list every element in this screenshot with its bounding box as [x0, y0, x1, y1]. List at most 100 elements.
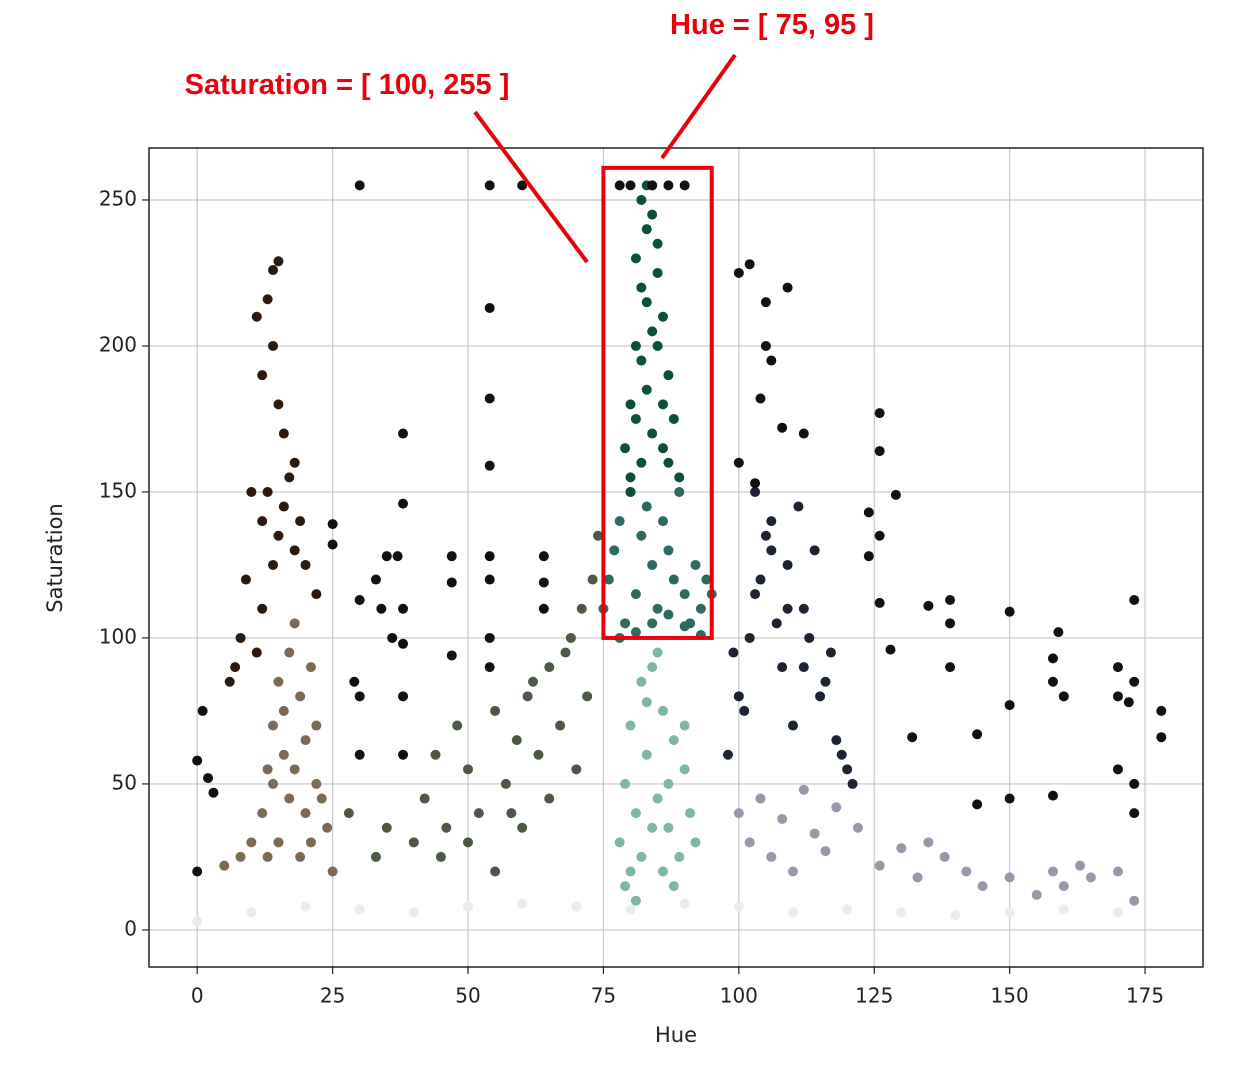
point [668, 881, 679, 892]
point [278, 501, 289, 512]
point [197, 705, 208, 716]
point [370, 851, 381, 862]
point [1004, 872, 1015, 883]
point [609, 545, 620, 556]
point [327, 539, 338, 550]
point [473, 808, 484, 819]
point [517, 898, 528, 909]
point [674, 851, 685, 862]
point [192, 866, 203, 877]
point [641, 297, 652, 308]
x-tick-label: 125 [855, 984, 893, 1008]
point [647, 662, 658, 673]
point [463, 901, 474, 912]
point [506, 808, 517, 819]
points [192, 180, 1167, 927]
point [923, 837, 934, 848]
point [230, 662, 241, 673]
point [793, 501, 804, 512]
point [430, 749, 441, 760]
point [804, 632, 815, 643]
point [463, 764, 474, 775]
point [300, 559, 311, 570]
point [728, 647, 739, 658]
point [885, 644, 896, 655]
point [815, 691, 826, 702]
point [630, 895, 641, 906]
point [278, 428, 289, 439]
point [322, 822, 333, 833]
point [1047, 790, 1058, 801]
point [246, 486, 257, 497]
point [1129, 676, 1140, 687]
point [273, 256, 284, 267]
point [809, 545, 820, 556]
point [398, 691, 409, 702]
point [641, 501, 652, 512]
point [192, 755, 203, 766]
point [636, 676, 647, 687]
point [760, 297, 771, 308]
point [1156, 705, 1167, 716]
point [679, 589, 690, 600]
point [446, 650, 457, 661]
point [560, 647, 571, 658]
point [945, 618, 956, 629]
point [305, 837, 316, 848]
point [663, 822, 674, 833]
point [582, 691, 593, 702]
point [798, 662, 809, 673]
point [408, 837, 419, 848]
point [490, 866, 501, 877]
point [528, 676, 539, 687]
point [484, 180, 495, 191]
plot-frame [148, 147, 1204, 968]
point [733, 691, 744, 702]
point [1123, 697, 1134, 708]
point [652, 267, 663, 278]
point [674, 472, 685, 483]
point [777, 662, 788, 673]
point [787, 720, 798, 731]
point [289, 457, 300, 468]
point [652, 238, 663, 249]
point [354, 594, 365, 605]
y-tick-label: 50 [112, 770, 137, 794]
point [625, 720, 636, 731]
point [755, 574, 766, 585]
point [576, 603, 587, 614]
point [300, 901, 311, 912]
point [262, 294, 273, 305]
point [289, 545, 300, 556]
point [376, 603, 387, 614]
point [658, 443, 669, 454]
point [787, 866, 798, 877]
point [219, 860, 230, 871]
point [1047, 676, 1058, 687]
point [208, 787, 219, 798]
point [798, 784, 809, 795]
point [733, 267, 744, 278]
point [446, 551, 457, 562]
point [1004, 606, 1015, 617]
point [354, 180, 365, 191]
point [798, 428, 809, 439]
point [295, 516, 306, 527]
point [630, 413, 641, 424]
point [939, 851, 950, 862]
point [863, 551, 874, 562]
point [268, 265, 279, 276]
point [641, 749, 652, 760]
point [446, 577, 457, 588]
point [463, 837, 474, 848]
point [668, 735, 679, 746]
point [316, 793, 327, 804]
point [1031, 889, 1042, 900]
point [896, 843, 907, 854]
point [1004, 907, 1015, 918]
point [647, 822, 658, 833]
point [636, 851, 647, 862]
point [257, 516, 268, 527]
point [251, 647, 262, 658]
